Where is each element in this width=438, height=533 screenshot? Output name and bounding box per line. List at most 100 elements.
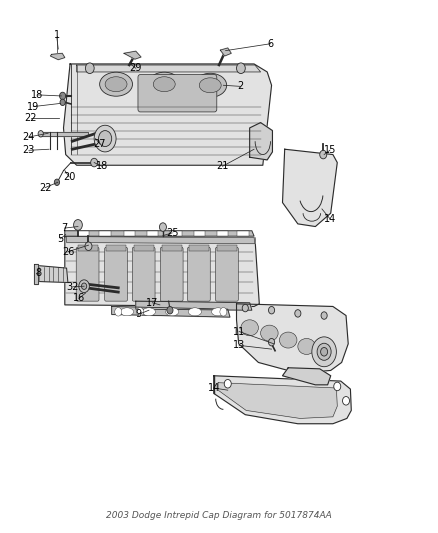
Circle shape: [79, 280, 89, 293]
Bar: [99, 231, 111, 236]
Circle shape: [343, 397, 350, 405]
Ellipse shape: [142, 308, 155, 316]
Bar: [237, 231, 249, 236]
Bar: [124, 231, 135, 236]
FancyBboxPatch shape: [187, 247, 210, 301]
Text: 22: 22: [39, 183, 51, 192]
Circle shape: [159, 223, 166, 231]
Text: 25: 25: [166, 228, 178, 238]
Ellipse shape: [105, 77, 127, 92]
Circle shape: [54, 179, 60, 185]
Polygon shape: [112, 306, 230, 317]
FancyBboxPatch shape: [160, 247, 183, 301]
Ellipse shape: [261, 325, 278, 341]
Bar: [217, 231, 228, 236]
Text: 16: 16: [73, 294, 85, 303]
Circle shape: [60, 92, 66, 100]
Polygon shape: [218, 383, 337, 418]
FancyBboxPatch shape: [105, 247, 127, 301]
Text: 9: 9: [135, 310, 141, 319]
Text: 2003 Dodge Intrepid Cap Diagram for 5017874AA: 2003 Dodge Intrepid Cap Diagram for 5017…: [106, 511, 332, 520]
Bar: [217, 245, 237, 251]
Bar: [147, 231, 158, 236]
Polygon shape: [36, 265, 68, 282]
Text: 20: 20: [63, 172, 75, 182]
Text: 15: 15: [324, 146, 336, 155]
Polygon shape: [50, 53, 65, 60]
Ellipse shape: [153, 77, 175, 92]
Circle shape: [81, 283, 87, 289]
Bar: [162, 245, 182, 251]
FancyBboxPatch shape: [215, 247, 238, 301]
Text: 22: 22: [25, 114, 37, 123]
FancyBboxPatch shape: [132, 247, 155, 301]
Ellipse shape: [212, 308, 225, 316]
Circle shape: [312, 337, 336, 367]
Bar: [134, 245, 154, 251]
Text: 14: 14: [324, 214, 336, 223]
Text: 17: 17: [146, 298, 159, 308]
Circle shape: [167, 306, 173, 314]
Polygon shape: [65, 231, 254, 236]
Text: 27: 27: [94, 139, 106, 149]
Circle shape: [320, 150, 327, 159]
Circle shape: [295, 310, 301, 317]
Ellipse shape: [166, 308, 179, 316]
Circle shape: [321, 348, 328, 356]
Text: 24: 24: [23, 132, 35, 142]
Circle shape: [224, 379, 231, 388]
FancyBboxPatch shape: [138, 75, 217, 112]
Polygon shape: [214, 376, 351, 424]
Circle shape: [268, 338, 275, 346]
Ellipse shape: [199, 78, 221, 93]
Circle shape: [85, 63, 94, 74]
Polygon shape: [65, 237, 259, 306]
Ellipse shape: [120, 308, 134, 316]
Circle shape: [137, 308, 144, 316]
Text: 1: 1: [54, 30, 60, 39]
Circle shape: [334, 382, 341, 391]
Polygon shape: [283, 368, 331, 385]
Polygon shape: [77, 65, 261, 72]
Text: 2: 2: [237, 82, 243, 91]
Text: 18: 18: [96, 161, 108, 171]
Polygon shape: [39, 132, 88, 136]
FancyBboxPatch shape: [76, 247, 99, 301]
Text: 18: 18: [31, 90, 43, 100]
Text: 13: 13: [233, 341, 245, 350]
Text: 11: 11: [233, 327, 245, 336]
Polygon shape: [136, 301, 252, 310]
Ellipse shape: [194, 74, 227, 98]
Polygon shape: [250, 123, 272, 160]
Polygon shape: [34, 264, 38, 284]
Polygon shape: [124, 51, 141, 59]
Bar: [106, 245, 126, 251]
Ellipse shape: [100, 72, 132, 96]
Ellipse shape: [188, 308, 201, 316]
Circle shape: [220, 308, 227, 316]
Text: 19: 19: [27, 102, 39, 111]
Circle shape: [74, 220, 82, 230]
Text: 8: 8: [35, 268, 42, 278]
Polygon shape: [283, 149, 337, 227]
Circle shape: [242, 304, 248, 312]
Circle shape: [38, 131, 43, 137]
Text: 26: 26: [62, 247, 74, 256]
Ellipse shape: [241, 320, 258, 336]
Polygon shape: [220, 48, 231, 56]
Circle shape: [94, 125, 116, 152]
Bar: [78, 245, 98, 251]
Bar: [189, 245, 209, 251]
Bar: [194, 231, 205, 236]
Polygon shape: [67, 237, 255, 244]
Bar: [170, 231, 182, 236]
Text: 23: 23: [23, 146, 35, 155]
Ellipse shape: [279, 332, 297, 348]
Text: 29: 29: [130, 63, 142, 73]
Circle shape: [91, 158, 98, 167]
Ellipse shape: [148, 72, 180, 96]
Circle shape: [237, 63, 245, 74]
Ellipse shape: [298, 338, 315, 354]
Text: 32: 32: [67, 282, 79, 292]
Circle shape: [60, 99, 65, 106]
